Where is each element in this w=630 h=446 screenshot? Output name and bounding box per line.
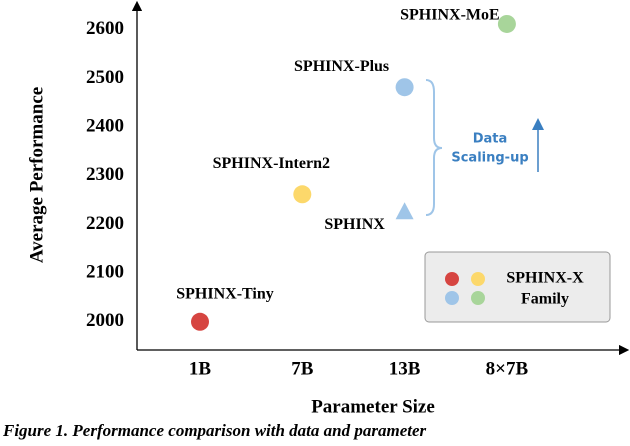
y-tick-label: 2100 [86, 261, 124, 282]
brace [425, 79, 443, 216]
annotation: Data [473, 132, 508, 147]
point [293, 185, 312, 204]
x-tick-label: 7B [291, 358, 314, 379]
legend-box [424, 251, 611, 323]
legend-swatch [445, 291, 459, 305]
point-label: SPHINX-MoE [400, 7, 500, 24]
x-axis-label: Parameter Size [311, 396, 435, 417]
y-tick-label: 2300 [86, 164, 124, 185]
y-tick-label: 2400 [86, 115, 124, 136]
point-label: SPHINX-Intern2 [213, 155, 330, 172]
point-label: SPHINX-Tiny [176, 285, 274, 302]
x-tick-label: 8×7B [486, 358, 529, 379]
y-tick-label: 2200 [86, 213, 124, 234]
caption: Figure 1. Performance comparison with da… [2, 421, 427, 440]
annotation: Scaling-up [451, 151, 528, 166]
y-tick-label: 2000 [86, 310, 124, 331]
y-tick-label: 2600 [86, 18, 124, 39]
legend-label: Family [521, 291, 569, 308]
legend-swatch [471, 291, 485, 305]
x-tick-label: 13B [389, 358, 421, 379]
legend-swatch [471, 272, 485, 286]
x-tick-label: 1B [189, 358, 212, 379]
point-label: SPHINX-Plus [294, 58, 389, 75]
y-axis-label: Average Performance [26, 87, 47, 263]
y-tick-label: 2500 [86, 67, 124, 88]
point [395, 202, 414, 220]
point [191, 312, 209, 331]
point-label: SPHINX [324, 216, 385, 233]
legend-label: SPHINX-X [506, 270, 584, 287]
point [395, 78, 414, 97]
legend-swatch [445, 272, 459, 286]
point [497, 14, 516, 33]
